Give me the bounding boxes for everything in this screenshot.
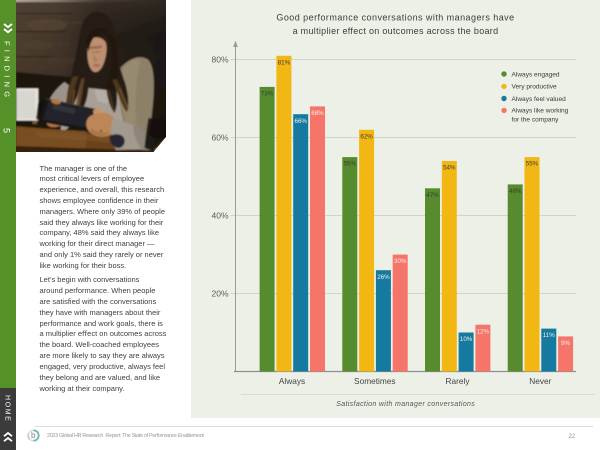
svg-text:11%: 11%	[543, 332, 555, 339]
svg-text:40%: 40%	[211, 211, 228, 221]
svg-text:Rarely: Rarely	[446, 376, 471, 386]
svg-text:Always engaged: Always engaged	[512, 71, 560, 78]
svg-text:55%: 55%	[526, 161, 539, 168]
svg-text:20%: 20%	[211, 289, 228, 299]
svg-text:30%: 30%	[394, 258, 407, 265]
svg-text:Never: Never	[529, 376, 551, 386]
svg-text:81%: 81%	[278, 59, 291, 66]
svg-text:68%: 68%	[311, 110, 324, 117]
svg-text:12%: 12%	[477, 328, 490, 335]
svg-text:Sometimes: Sometimes	[354, 376, 396, 386]
svg-text:a multiplier effect on outcom: a multiplier effect on outcomes across t…	[293, 26, 499, 36]
svg-text:9%: 9%	[561, 340, 570, 347]
svg-text:73%: 73%	[261, 91, 274, 98]
svg-text:10%: 10%	[460, 336, 473, 343]
svg-text:b: b	[31, 431, 36, 440]
svg-text:Always: Always	[279, 376, 305, 386]
svg-text:47%: 47%	[426, 192, 439, 199]
svg-text:Good performance conversations: Good performance conversations with mana…	[276, 13, 514, 23]
svg-text:54%: 54%	[443, 165, 456, 172]
svg-text:26%: 26%	[377, 274, 390, 281]
svg-text:Very productive: Very productive	[512, 84, 557, 91]
svg-text:for the company: for the company	[512, 116, 560, 123]
svg-text:66%: 66%	[295, 118, 308, 125]
svg-text:60%: 60%	[211, 133, 228, 143]
svg-text:80%: 80%	[211, 55, 228, 65]
svg-text:Always like working: Always like working	[512, 108, 569, 115]
svg-text:Satisfaction with manager conv: Satisfaction with manager conversations	[336, 401, 475, 408]
svg-text:62%: 62%	[360, 133, 373, 140]
svg-text:Always feel valued: Always feel valued	[512, 96, 567, 103]
svg-text:48%: 48%	[509, 188, 522, 195]
svg-text:55%: 55%	[344, 161, 357, 168]
